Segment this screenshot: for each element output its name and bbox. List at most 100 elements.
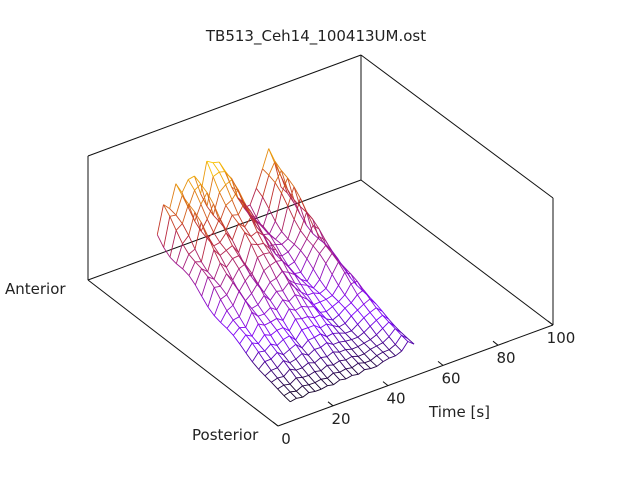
surface-column-segment xyxy=(237,198,245,208)
surface-row-segment xyxy=(314,378,322,384)
surface-row-segment xyxy=(277,360,284,369)
surface-row-segment xyxy=(299,206,307,226)
surface-row-segment xyxy=(219,171,226,173)
surface-row-segment xyxy=(308,371,315,376)
surface-row-segment xyxy=(333,360,340,366)
surface-column-segment xyxy=(319,301,327,312)
surface-row-segment xyxy=(325,274,333,289)
surface-row-segment xyxy=(219,232,227,243)
surface-row-segment xyxy=(283,360,290,364)
surface-column-segment xyxy=(238,223,246,233)
box-edge xyxy=(87,54,362,157)
time-axis-ticks: 0 20 40 60 80 100 xyxy=(272,320,576,448)
time-tick-label: 100 xyxy=(547,329,576,347)
surface-row-segment xyxy=(320,356,328,359)
surface-column-segment xyxy=(262,234,270,242)
surface-row-segment xyxy=(289,308,296,311)
surface-row-segment xyxy=(212,171,220,178)
surface-column-segment xyxy=(225,184,233,200)
surface-row-segment xyxy=(301,316,308,320)
surface-column-segment xyxy=(251,311,259,325)
surface-row-segment xyxy=(307,292,314,296)
surface-row-segment xyxy=(395,350,402,357)
surface-row-segment xyxy=(244,232,252,237)
surface-column-segment xyxy=(356,294,365,305)
surface-column-segment xyxy=(224,172,233,188)
surface-column-segment xyxy=(270,343,278,353)
surface-column-segment xyxy=(313,317,321,329)
surface-column-segment xyxy=(194,248,202,262)
surface-column-segment xyxy=(306,280,314,289)
surface-column-segment xyxy=(262,227,270,235)
surface-row-segment xyxy=(376,314,383,321)
surface-column-segment xyxy=(212,214,220,223)
surface-row-segment xyxy=(313,292,320,294)
surface-column-segment xyxy=(207,271,215,280)
surface-row-segment xyxy=(289,358,297,364)
y-axis-anterior-label: Anterior xyxy=(5,280,66,298)
surface-column-segment xyxy=(332,364,340,373)
surface-row-segment xyxy=(194,175,202,194)
surface-row-segment xyxy=(281,206,289,232)
surface-column-segment xyxy=(388,349,396,357)
surface-row-segment xyxy=(269,260,277,266)
surface-row-segment xyxy=(376,361,384,367)
surface-row-segment xyxy=(270,318,277,323)
surface-column-segment xyxy=(357,346,365,355)
surface-row-segment xyxy=(319,298,327,303)
surface-row-segment xyxy=(264,370,272,377)
surface-column-segment xyxy=(344,268,352,279)
surface-row-segment xyxy=(281,177,289,194)
surface-row-segment xyxy=(312,253,320,270)
surface-row-segment xyxy=(326,333,334,338)
surface-column-segment xyxy=(275,244,283,257)
surface-row-segment xyxy=(344,315,352,324)
surface-column-segment xyxy=(394,326,402,333)
surface-column-segment xyxy=(319,293,327,300)
surface-column-segment xyxy=(277,388,285,396)
surface-row-segment xyxy=(319,288,327,294)
surface-column-segment xyxy=(357,362,365,370)
surface-column-segment xyxy=(232,258,240,269)
surface-row-segment xyxy=(256,196,264,218)
surface-column-segment xyxy=(326,336,334,345)
surface-column-segment xyxy=(270,358,278,369)
surface-column-segment xyxy=(369,297,377,305)
surface-column-segment xyxy=(218,171,227,185)
surface-column-segment xyxy=(376,345,384,353)
surface-column-segment xyxy=(314,349,322,358)
surface-column-segment xyxy=(269,281,277,292)
surface-column-segment xyxy=(369,312,377,321)
surface-row-segment xyxy=(282,327,290,332)
surface-row-segment xyxy=(200,218,208,232)
surface-column-segment xyxy=(244,265,252,277)
surface-column-segment xyxy=(232,335,240,345)
surface-column-segment xyxy=(274,182,282,194)
surface-row-segment xyxy=(250,231,258,237)
surface-column-segment xyxy=(281,244,289,253)
surface-row-segment xyxy=(332,325,340,328)
surface-row-segment xyxy=(169,230,177,258)
surface-row-segment xyxy=(376,342,384,347)
surface-column-segment xyxy=(269,300,277,311)
surface-column-segment xyxy=(231,239,240,253)
surface-column-segment xyxy=(200,222,208,236)
surface-row-segment xyxy=(274,170,282,183)
time-tick-mark xyxy=(547,320,554,326)
surface-column-segment xyxy=(382,311,390,320)
surface-column-segment xyxy=(200,261,209,272)
surface-row-segment xyxy=(364,360,371,364)
surface-column-segment xyxy=(307,299,315,307)
surface-column-segment xyxy=(276,309,284,321)
surface-column-segment xyxy=(163,204,171,217)
surface-row-segment xyxy=(363,348,371,355)
surface-row-segment xyxy=(295,306,302,311)
surface-column-segment xyxy=(231,178,239,191)
surface-column-segment xyxy=(220,299,228,311)
surface-row-segment xyxy=(339,378,347,381)
x-axis-label: Time [s] xyxy=(428,403,490,421)
surface-row-segment xyxy=(270,352,278,360)
surface-column-segment xyxy=(300,291,308,300)
surface-column-segment xyxy=(213,249,221,264)
surface-row-segment xyxy=(206,192,214,216)
